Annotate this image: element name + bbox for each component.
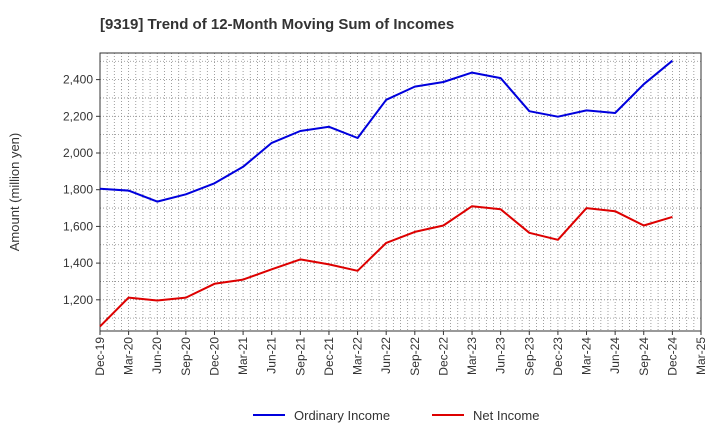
x-tick-label: Sep-23: [522, 337, 536, 376]
x-tick-label: Jun-22: [379, 337, 393, 374]
y-tick-label: 2,000: [63, 146, 93, 160]
plot-frame: [99, 52, 702, 332]
x-tick-label: Sep-22: [408, 337, 422, 376]
series-lines: [99, 59, 674, 328]
y-tick-label: 1,800: [63, 183, 93, 197]
series-line-ordinary-income: [99, 59, 674, 203]
y-tick-label: 1,600: [63, 219, 93, 233]
x-tick-label: Dec-20: [207, 337, 221, 376]
x-tick-label: Dec-22: [436, 337, 450, 376]
x-tick-label: Mar-22: [351, 337, 365, 375]
x-tick-label: Dec-19: [93, 337, 107, 376]
x-tick-label: Jun-21: [265, 337, 279, 374]
legend: Ordinary Income Net Income: [253, 408, 539, 423]
x-tick-label: Sep-24: [637, 337, 651, 376]
x-tick-label: Dec-23: [551, 337, 565, 376]
x-tick-label: Dec-21: [322, 337, 336, 376]
x-tick-label: Mar-25: [694, 337, 708, 375]
x-tick-label: Mar-21: [236, 337, 250, 375]
x-tick-label: Jun-24: [608, 337, 622, 374]
x-tick-label: Dec-24: [665, 337, 679, 376]
x-tick-label: Jun-20: [150, 337, 164, 374]
x-tick-label: Jun-23: [494, 337, 508, 374]
x-tick-label: Mar-24: [580, 337, 594, 375]
grid: [100, 53, 701, 331]
x-axis-ticks: Dec-19 Mar-20 Jun-20 Sep-20 Dec-20 Mar-21 Jun-…: [93, 331, 708, 376]
y-tick-label: 1,400: [63, 256, 93, 270]
y-tick-label: 1,200: [63, 293, 93, 307]
y-axis-ticks: 1,200 1,400 1,600 1,800 2,000 2,200 2,400: [63, 73, 100, 307]
x-tick-label: Sep-21: [293, 337, 307, 376]
x-tick-label: Mar-23: [465, 337, 479, 375]
legend-label-net-income: Net Income: [473, 408, 539, 423]
y-tick-label: 2,400: [63, 73, 93, 87]
legend-label-ordinary-income: Ordinary Income: [294, 408, 390, 423]
y-axis-label: Amount (million yen): [7, 133, 22, 252]
chart-title: [9319] Trend of 12-Month Moving Sum of I…: [100, 16, 454, 33]
series-line-net-income: [99, 205, 673, 328]
x-tick-label: Mar-20: [122, 337, 136, 375]
y-tick-label: 2,200: [63, 109, 93, 123]
x-tick-label: Sep-20: [179, 337, 193, 376]
